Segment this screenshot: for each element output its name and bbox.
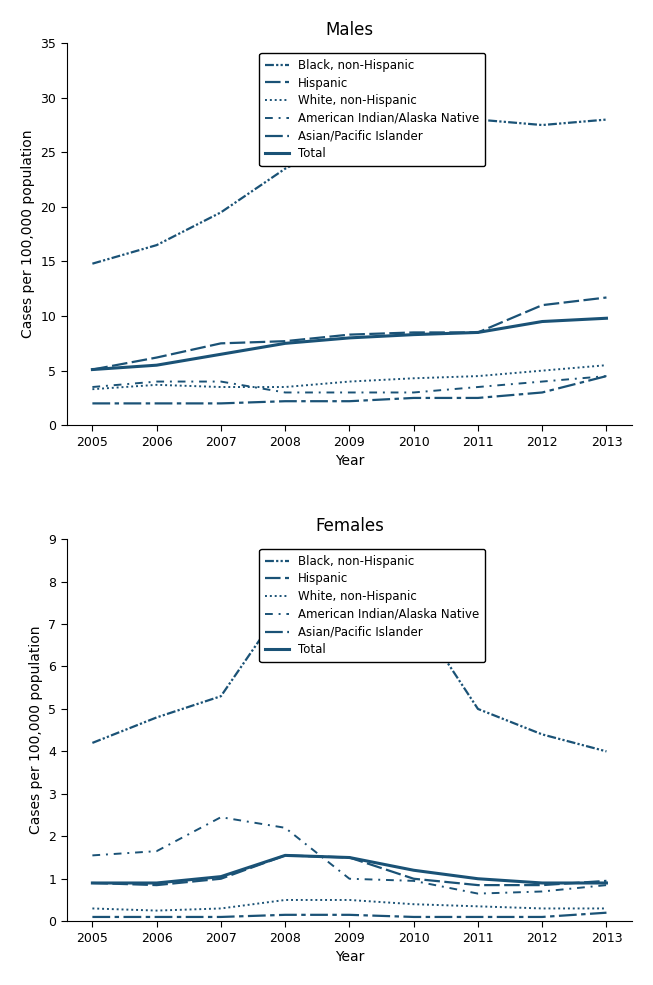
Title: Females: Females <box>315 517 384 535</box>
X-axis label: Year: Year <box>335 454 364 468</box>
Legend: Black, non-Hispanic, Hispanic, White, non-Hispanic, American Indian/Alaska Nativ: Black, non-Hispanic, Hispanic, White, no… <box>259 53 485 166</box>
Title: Males: Males <box>325 21 374 38</box>
X-axis label: Year: Year <box>335 951 364 964</box>
Legend: Black, non-Hispanic, Hispanic, White, non-Hispanic, American Indian/Alaska Nativ: Black, non-Hispanic, Hispanic, White, no… <box>259 549 485 662</box>
Y-axis label: Cases per 100,000 population: Cases per 100,000 population <box>21 130 35 339</box>
Y-axis label: Cases per 100,000 population: Cases per 100,000 population <box>29 625 42 834</box>
